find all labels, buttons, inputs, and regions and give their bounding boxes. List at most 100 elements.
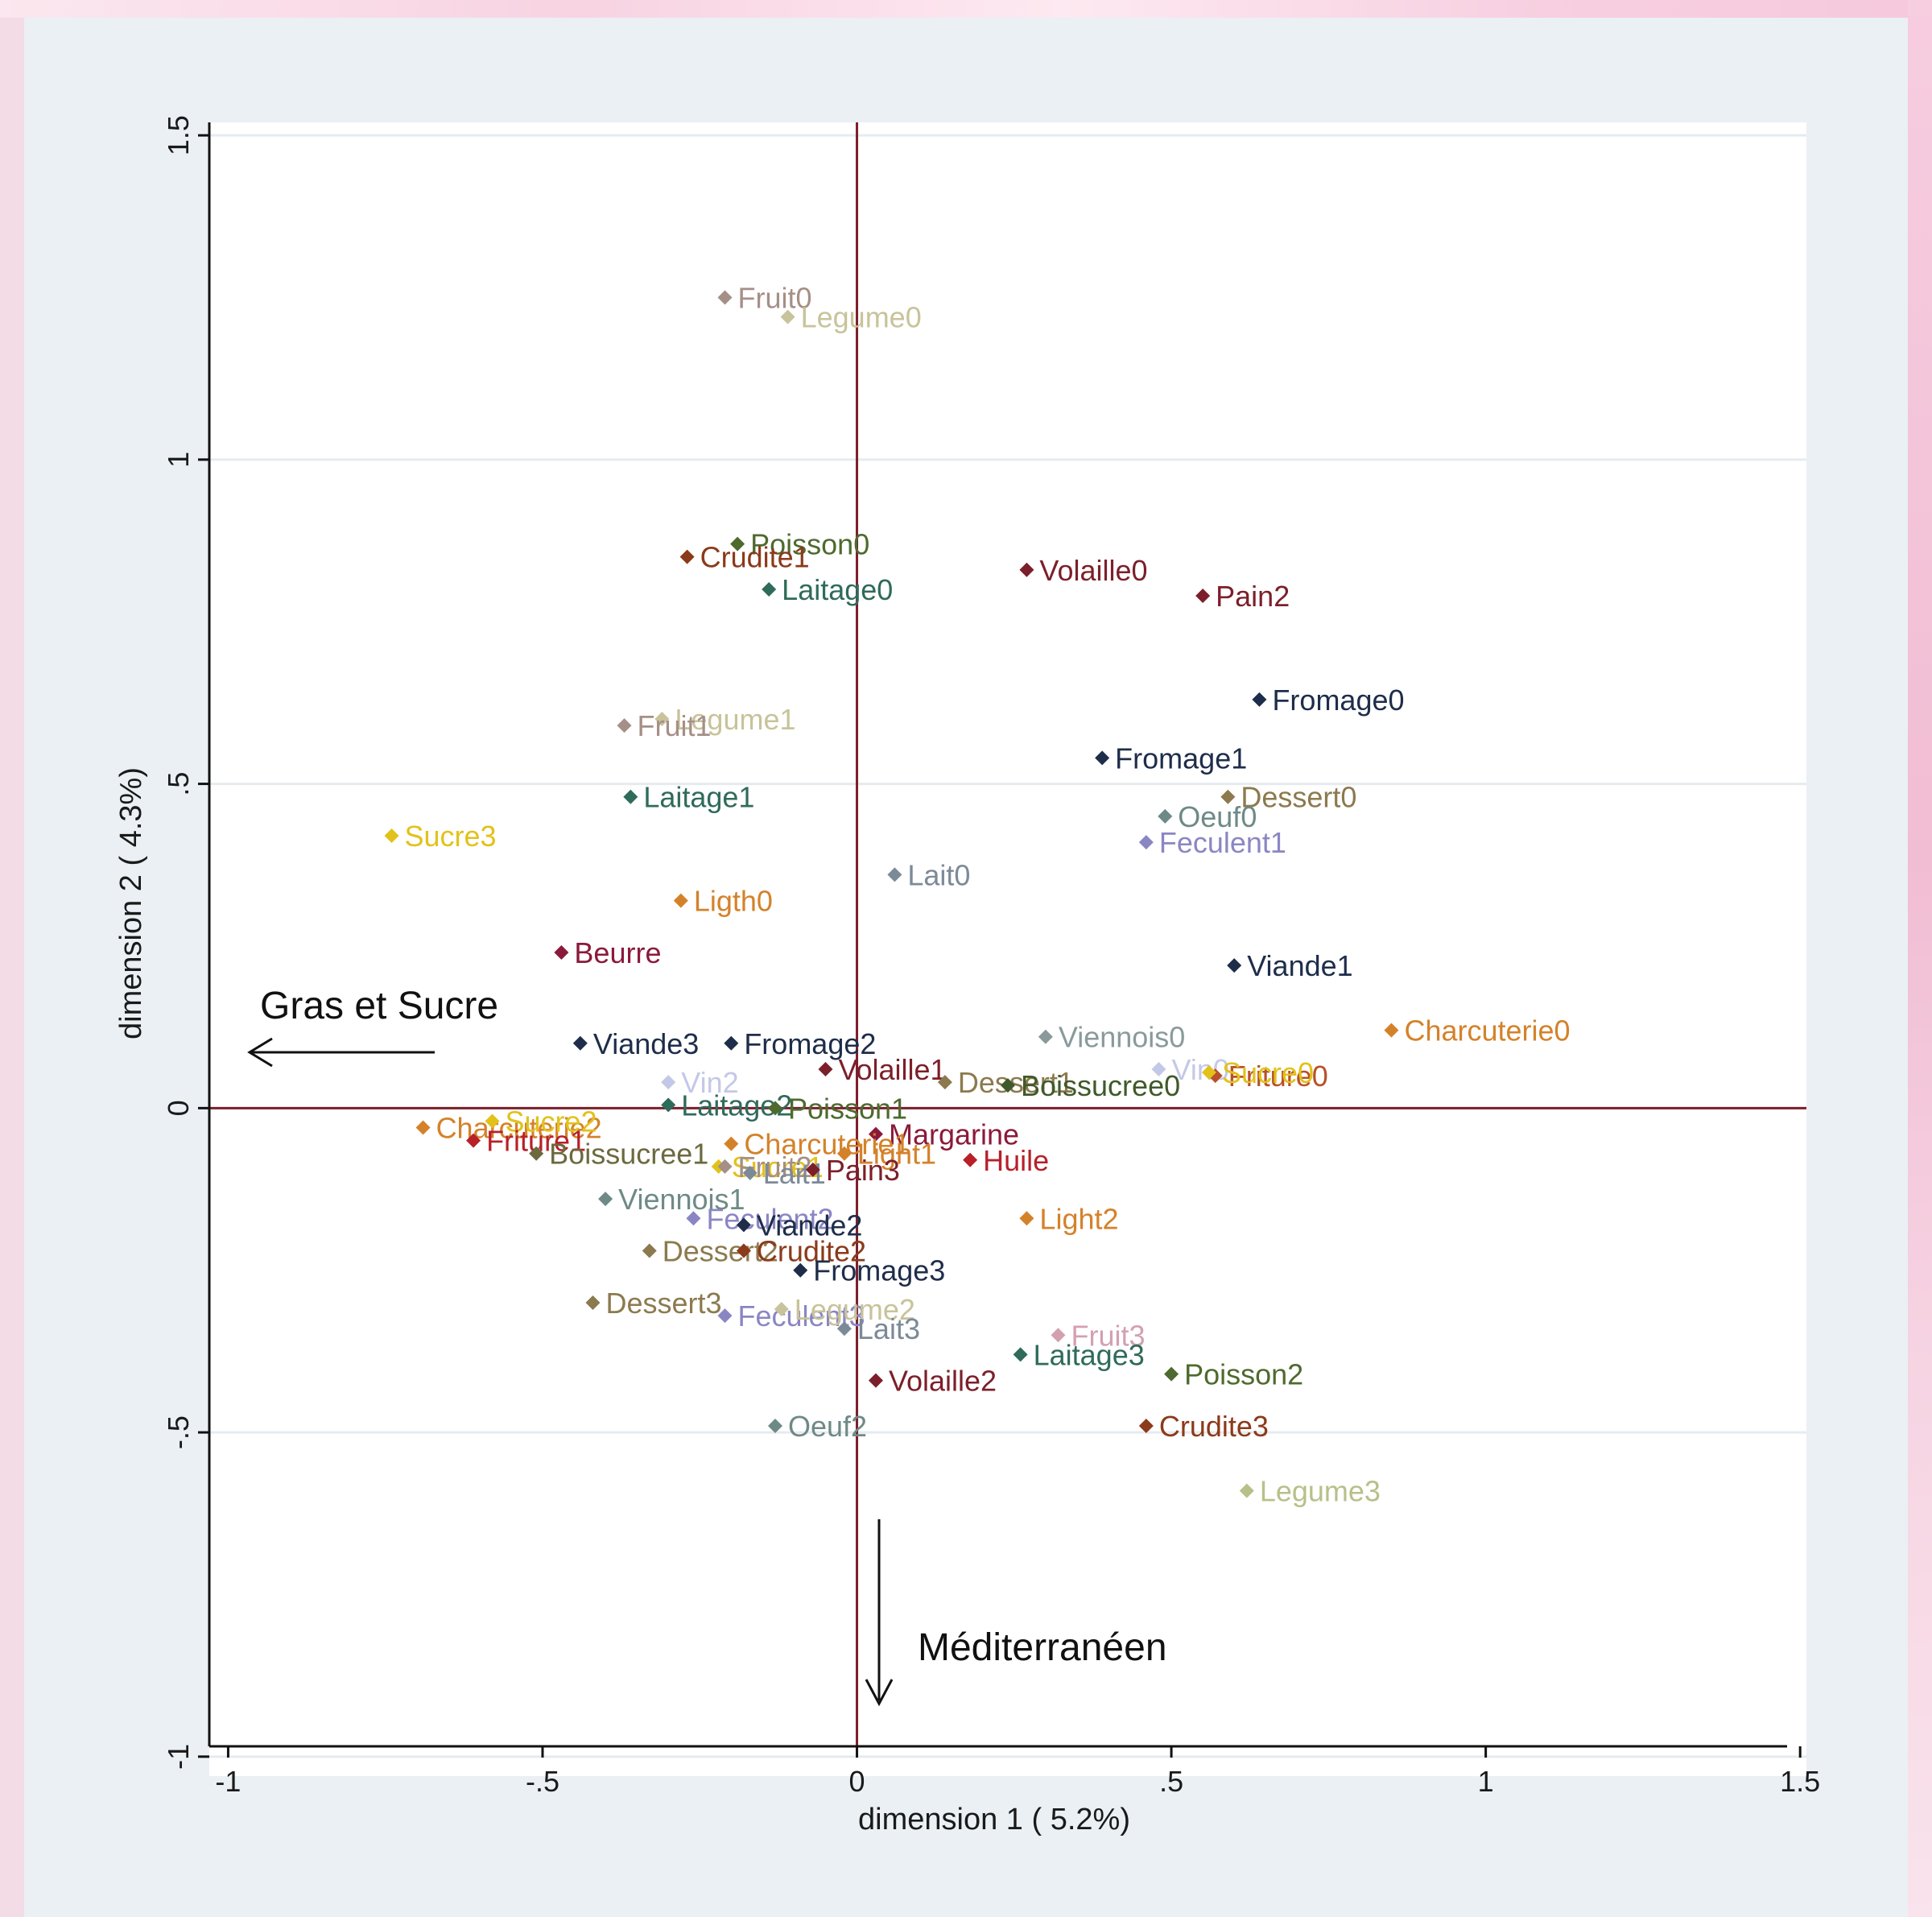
point-label-fruit0: Fruit0 (738, 281, 812, 314)
x-axis-title: dimension 1 ( 5.2%) (858, 1803, 1130, 1836)
point-marker-poisson1 (767, 1101, 782, 1116)
point-label-fruit1: Fruit1 (638, 709, 712, 742)
point-marker-feculent3 (717, 1308, 733, 1324)
point-label-legume2: Legume2 (795, 1293, 915, 1326)
background-right-strip (1908, 0, 1932, 1917)
point-marker-poisson0 (730, 536, 745, 552)
point-marker-margarine (868, 1126, 883, 1142)
point-marker-volaille2 (868, 1373, 883, 1388)
point-label-vin0: Vin0 (1171, 1053, 1228, 1086)
y-tick-label-5: 1.5 (162, 115, 195, 155)
point-label-laitage0: Laitage0 (782, 573, 893, 606)
point-marker-sucre0 (1201, 1065, 1216, 1080)
point-marker-viande3 (572, 1035, 588, 1051)
point-label-sucre0: Sucre0 (1222, 1056, 1314, 1089)
y-tick-label-4: 1 (162, 452, 195, 468)
point-marker-beurre (554, 945, 569, 961)
point-marker-sucre3 (384, 828, 399, 844)
point-marker-fromage0 (1252, 692, 1267, 707)
point-label-crudite1: Crudite1 (700, 541, 810, 574)
point-label-viande3: Viande3 (593, 1027, 699, 1060)
point-label-fromage3: Fromage3 (813, 1254, 945, 1287)
point-label-legume3: Legume3 (1260, 1475, 1381, 1508)
point-marker-lait1 (742, 1165, 758, 1180)
x-tick-label-4: 1 (1478, 1765, 1494, 1798)
point-label-poisson0: Poisson0 (750, 528, 869, 561)
point-marker-viande2 (736, 1217, 751, 1233)
point-marker-vin0 (1151, 1062, 1166, 1077)
point-marker-fromage2 (724, 1035, 739, 1051)
point-label-sucre1: Sucre1 (732, 1151, 824, 1184)
point-label-crudite2: Crudite2 (757, 1235, 866, 1268)
point-marker-light2 (1019, 1211, 1034, 1226)
point-label-oeuf0: Oeuf0 (1178, 800, 1257, 833)
point-label-legume1: Legume1 (675, 703, 795, 736)
point-marker-huile (963, 1152, 978, 1167)
point-marker-pain2 (1195, 589, 1211, 604)
point-label-charcuterie2: Charcuterie2 (436, 1112, 602, 1145)
point-label-fruit3: Fruit3 (1071, 1319, 1145, 1352)
point-marker-lait3 (836, 1321, 852, 1337)
gras-et-sucre-label: Gras et Sucre (260, 985, 498, 1027)
point-label-lait3: Lait3 (857, 1312, 920, 1345)
point-marker-pain3 (805, 1162, 820, 1177)
point-marker-crudite2 (736, 1243, 751, 1258)
x-tick-label-0: -1 (215, 1765, 241, 1798)
point-label-fromage2: Fromage2 (744, 1027, 876, 1060)
background-top-strip (0, 0, 1932, 18)
x-tick-label-1: -.5 (526, 1765, 559, 1798)
chart-panel: -1 -.5 0 .5 1 1.5 -1 -.5 0 .5 1 1.5 dimension 1 ( … (24, 18, 1908, 1917)
point-label-dessert1: Dessert1 (958, 1066, 1074, 1099)
point-label-legume0: Legume0 (801, 301, 922, 334)
point-marker-friture1 (466, 1133, 481, 1148)
point-label-boissucree1: Boissucree1 (549, 1138, 708, 1171)
point-marker-feculent1 (1138, 835, 1154, 850)
point-marker-crudite1 (679, 549, 695, 564)
point-marker-laitage1 (623, 789, 638, 804)
point-label-oeuf2: Oeuf2 (788, 1410, 867, 1443)
point-label-friture0: Friture0 (1228, 1060, 1328, 1093)
point-marker-legume1 (654, 712, 670, 727)
gridlines (209, 134, 1806, 1758)
point-label-vin2: Vin2 (681, 1066, 738, 1099)
point-label-viande2: Viande2 (757, 1208, 862, 1242)
point-label-huile: Huile (983, 1144, 1049, 1177)
point-marker-fruit3 (1051, 1328, 1066, 1343)
point-label-volaille0: Volaille0 (1039, 554, 1147, 587)
zero-lines (209, 122, 1806, 1746)
point-marker-charcuterie2 (415, 1120, 431, 1135)
point-label-volaille2: Volaille2 (889, 1365, 997, 1398)
point-marker-dessert1 (937, 1075, 952, 1090)
point-marker-fruit0 (717, 290, 733, 305)
y-tick-label-2: 0 (162, 1100, 195, 1116)
point-label-viande1: Viande1 (1247, 949, 1352, 982)
point-marker-oeuf0 (1158, 808, 1173, 824)
point-label-viennois0: Viennois0 (1059, 1021, 1185, 1054)
point-marker-lait0 (887, 867, 902, 882)
point-marker-vin2 (661, 1075, 676, 1090)
point-label-crudite3: Crudite3 (1159, 1410, 1269, 1443)
y-axis-title: dimension 2 ( 4.3%) (114, 767, 148, 1039)
point-label-fromage1: Fromage1 (1115, 742, 1247, 775)
mediterraneen-annotation: Méditerranéen (865, 1519, 1167, 1707)
point-label-volaille1: Volaille1 (838, 1053, 946, 1086)
point-label-charcuterie0: Charcuterie0 (1404, 1014, 1570, 1047)
point-label-sucre3: Sucre3 (405, 820, 497, 853)
point-marker-feculent2 (686, 1211, 701, 1226)
mediterraneen-label: Méditerranéen (918, 1626, 1167, 1669)
point-label-lait0: Lait0 (907, 858, 970, 891)
y-tick-label-1: -.5 (162, 1415, 195, 1449)
point-marker-dessert3 (585, 1295, 601, 1310)
point-marker-fromage3 (793, 1262, 808, 1278)
point-marker-laitage2 (661, 1097, 676, 1113)
scatter-plot: -1 -.5 0 .5 1 1.5 -1 -.5 0 .5 1 1.5 dimension 1 ( … (114, 115, 1820, 1836)
point-marker-legume3 (1239, 1483, 1254, 1498)
x-tick-label-3: .5 (1159, 1765, 1183, 1798)
point-marker-charcuterie0 (1384, 1023, 1399, 1038)
point-label-light2: Light2 (1039, 1202, 1118, 1235)
x-tick-label-5: 1.5 (1780, 1765, 1820, 1798)
point-label-pain3: Pain3 (826, 1154, 900, 1187)
point-marker-fromage1 (1095, 750, 1110, 766)
point-marker-oeuf2 (767, 1419, 782, 1434)
